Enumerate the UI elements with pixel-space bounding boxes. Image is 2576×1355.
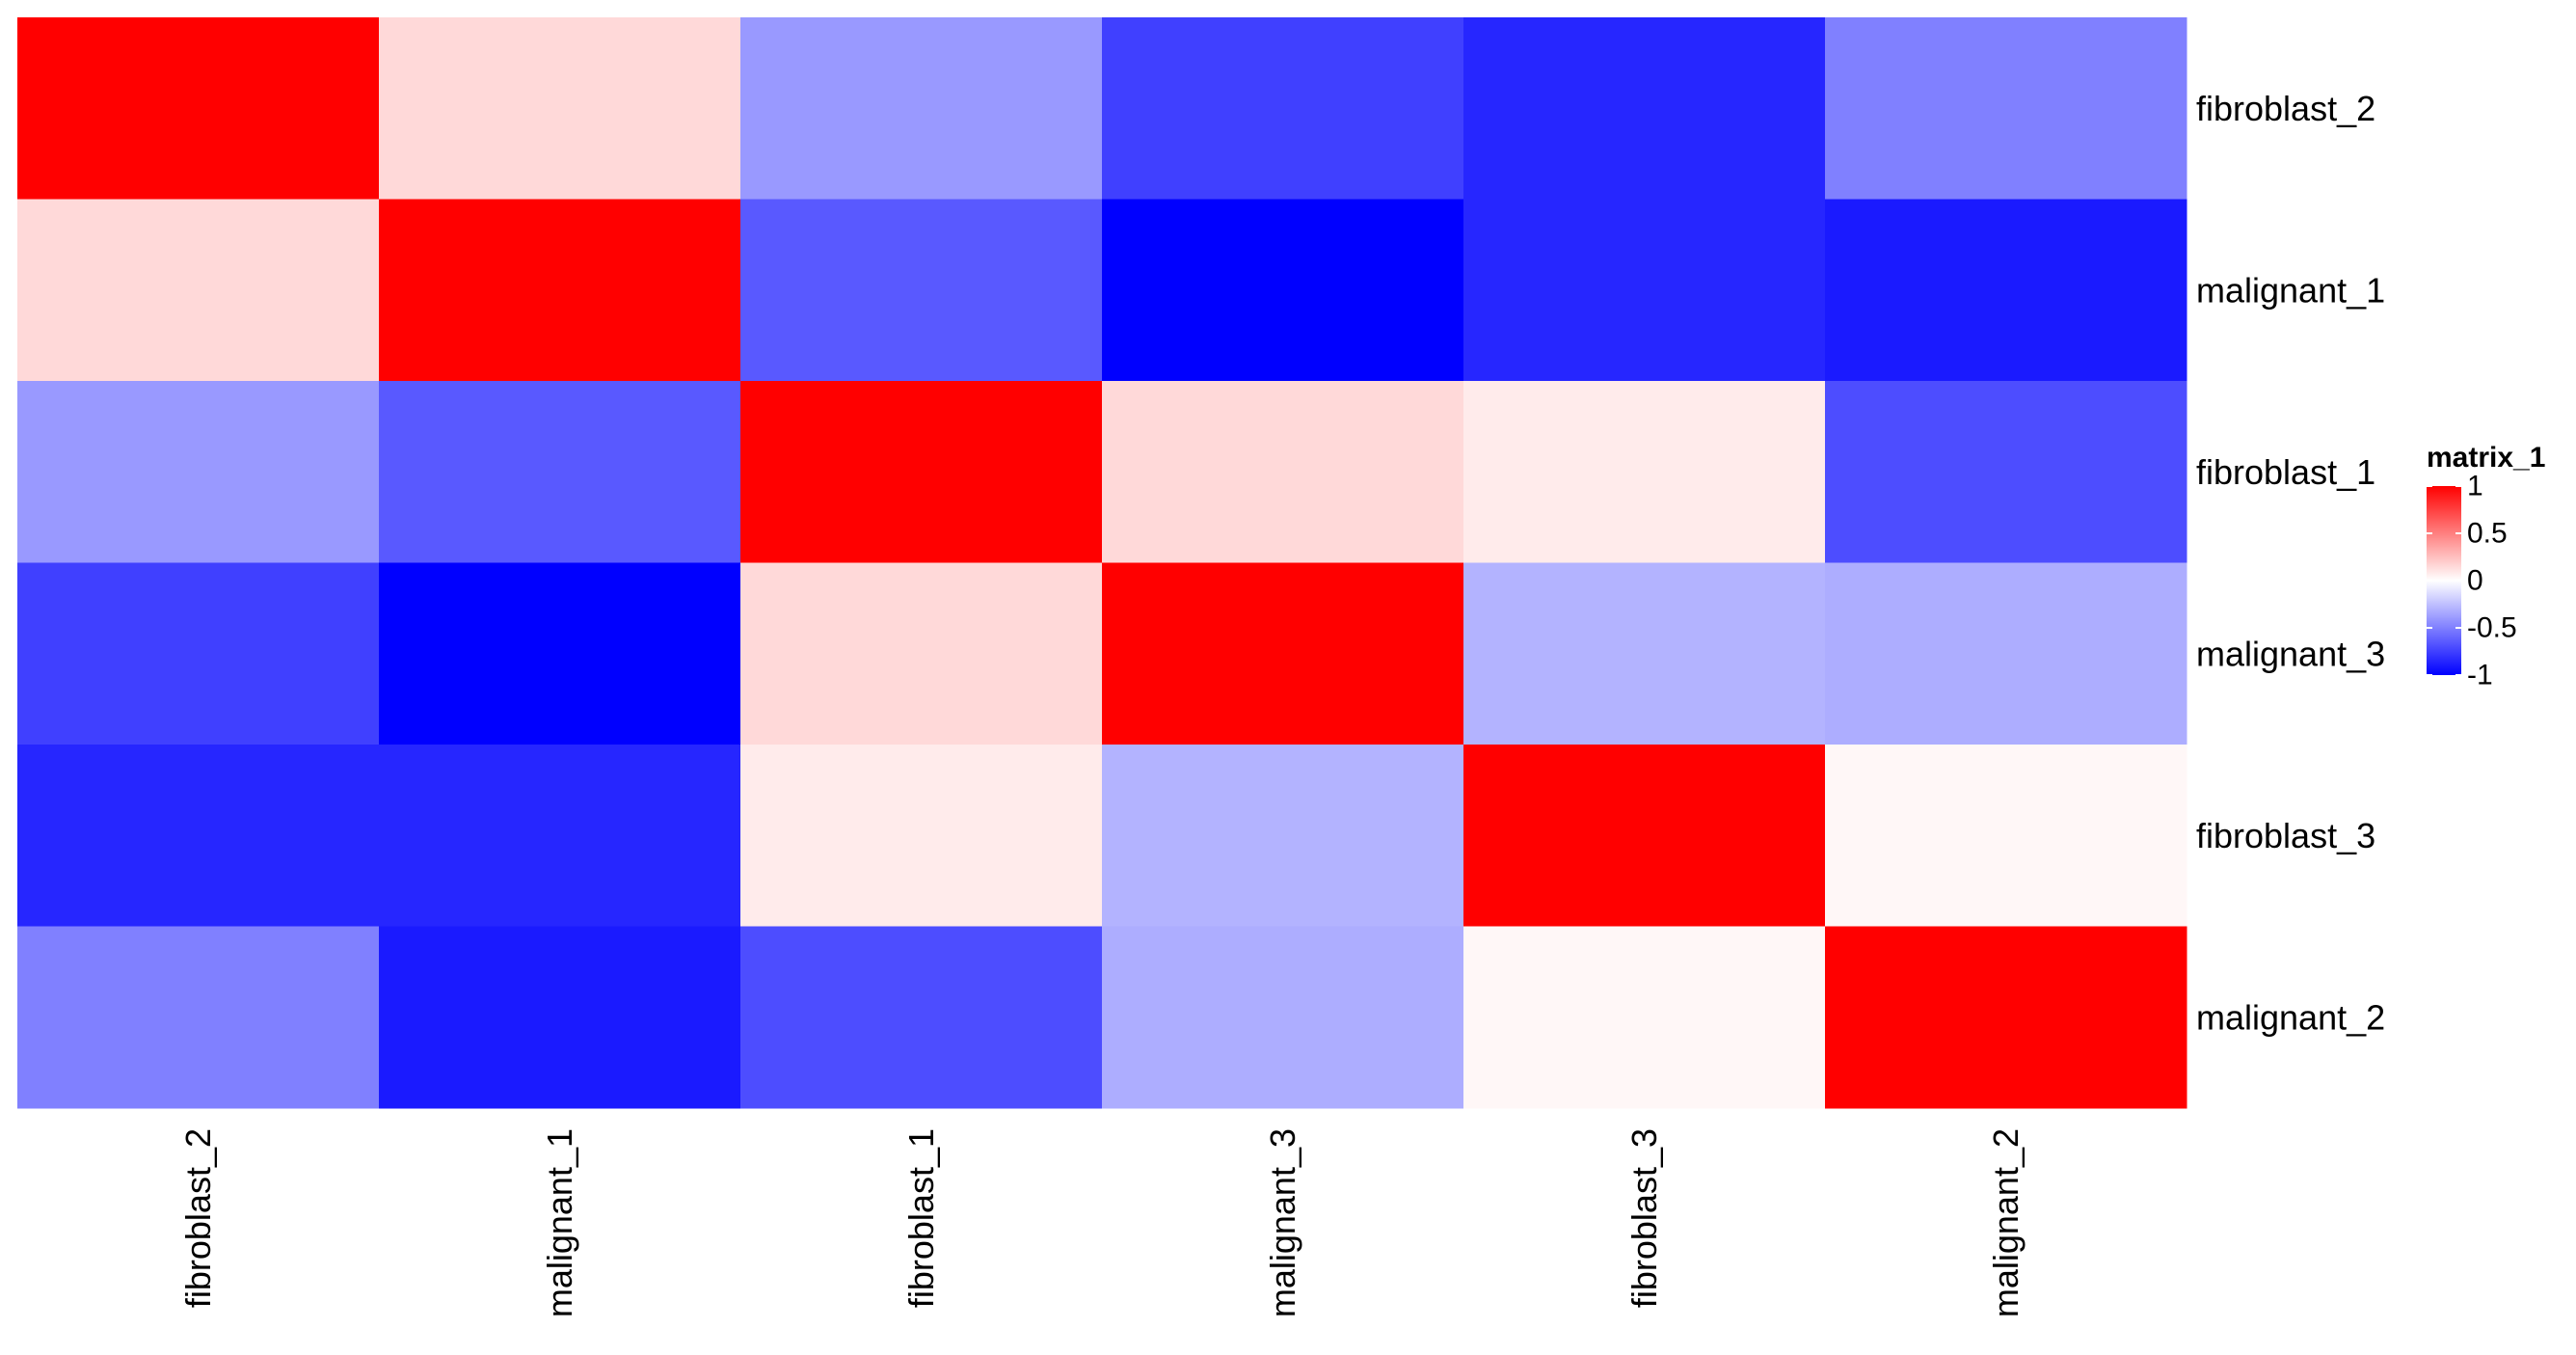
heatmap-cell bbox=[17, 17, 380, 200]
heatmap-cell bbox=[740, 381, 1103, 563]
heatmap-cell bbox=[1463, 745, 1826, 927]
column-label: fibroblast_3 bbox=[1624, 1128, 1664, 1308]
heatmap-cell bbox=[1463, 562, 1826, 745]
legend-ticks: 1 0.5 0 -0.5 -1 bbox=[2427, 471, 2517, 691]
heatmap-cell bbox=[1825, 17, 2187, 200]
legend-tick-label: 1 bbox=[2467, 471, 2483, 502]
heatmap-cell bbox=[740, 199, 1103, 382]
row-label: malignant_3 bbox=[2196, 634, 2385, 673]
heatmap-cell bbox=[379, 17, 741, 200]
heatmap-cell bbox=[17, 926, 380, 1109]
heatmap-cell bbox=[1825, 745, 2187, 927]
legend-tick-label: -0.5 bbox=[2467, 612, 2517, 644]
column-label: malignant_1 bbox=[540, 1128, 579, 1317]
heatmap-cell bbox=[379, 745, 741, 927]
heatmap-cell bbox=[1463, 199, 1826, 382]
legend-tick-label: -1 bbox=[2467, 660, 2493, 691]
heatmap-cell bbox=[740, 562, 1103, 745]
heatmap-cell bbox=[1825, 381, 2187, 563]
heatmap-cell bbox=[1825, 926, 2187, 1109]
heatmap-cell bbox=[379, 926, 741, 1109]
column-labels: fibroblast_2 malignant_1 fibroblast_1 malig… bbox=[178, 1128, 2026, 1317]
heatmap-cells bbox=[17, 17, 2187, 1109]
column-label: fibroblast_1 bbox=[901, 1128, 941, 1308]
heatmap-cell bbox=[17, 381, 380, 563]
heatmap-cell bbox=[17, 199, 380, 382]
row-label: malignant_1 bbox=[2196, 270, 2385, 310]
heatmap-cell bbox=[1102, 926, 1464, 1109]
column-label: malignant_2 bbox=[1986, 1128, 2026, 1317]
heatmap-cell bbox=[1463, 381, 1826, 563]
legend-title: matrix_1 bbox=[2427, 442, 2545, 474]
heatmap-cell bbox=[17, 745, 380, 927]
row-label: malignant_2 bbox=[2196, 997, 2385, 1037]
heatmap-cell bbox=[740, 17, 1103, 200]
heatmap-cell bbox=[1825, 199, 2187, 382]
legend-tick-label: 0 bbox=[2467, 565, 2483, 597]
heatmap-cell bbox=[1463, 17, 1826, 200]
heatmap-cell bbox=[1102, 199, 1464, 382]
legend-tick-label: 0.5 bbox=[2467, 518, 2508, 550]
heatmap-cell bbox=[1102, 745, 1464, 927]
heatmap-cell bbox=[740, 926, 1103, 1109]
heatmap-cell bbox=[1102, 381, 1464, 563]
heatmap-cell bbox=[379, 562, 741, 745]
heatmap-cell bbox=[1463, 926, 1826, 1109]
heatmap-cell bbox=[1825, 562, 2187, 745]
row-labels: fibroblast_2 malignant_1 fibroblast_1malig… bbox=[2196, 89, 2385, 1038]
row-label: fibroblast_1 bbox=[2196, 452, 2375, 492]
heatmap-cell bbox=[17, 562, 380, 745]
color-legend: matrix_1 1 0.5 0 -0.5 -1 bbox=[2427, 442, 2545, 691]
column-label: fibroblast_2 bbox=[178, 1128, 218, 1308]
heatmap-cell bbox=[1102, 562, 1464, 745]
row-label: fibroblast_2 bbox=[2196, 89, 2375, 128]
row-label: fibroblast_3 bbox=[2196, 816, 2375, 855]
heatmap-cell bbox=[1102, 17, 1464, 200]
heatmap-cell bbox=[379, 381, 741, 563]
heatmap-cell bbox=[379, 199, 741, 382]
column-label: malignant_3 bbox=[1263, 1128, 1302, 1317]
heatmap-cell bbox=[740, 745, 1103, 927]
